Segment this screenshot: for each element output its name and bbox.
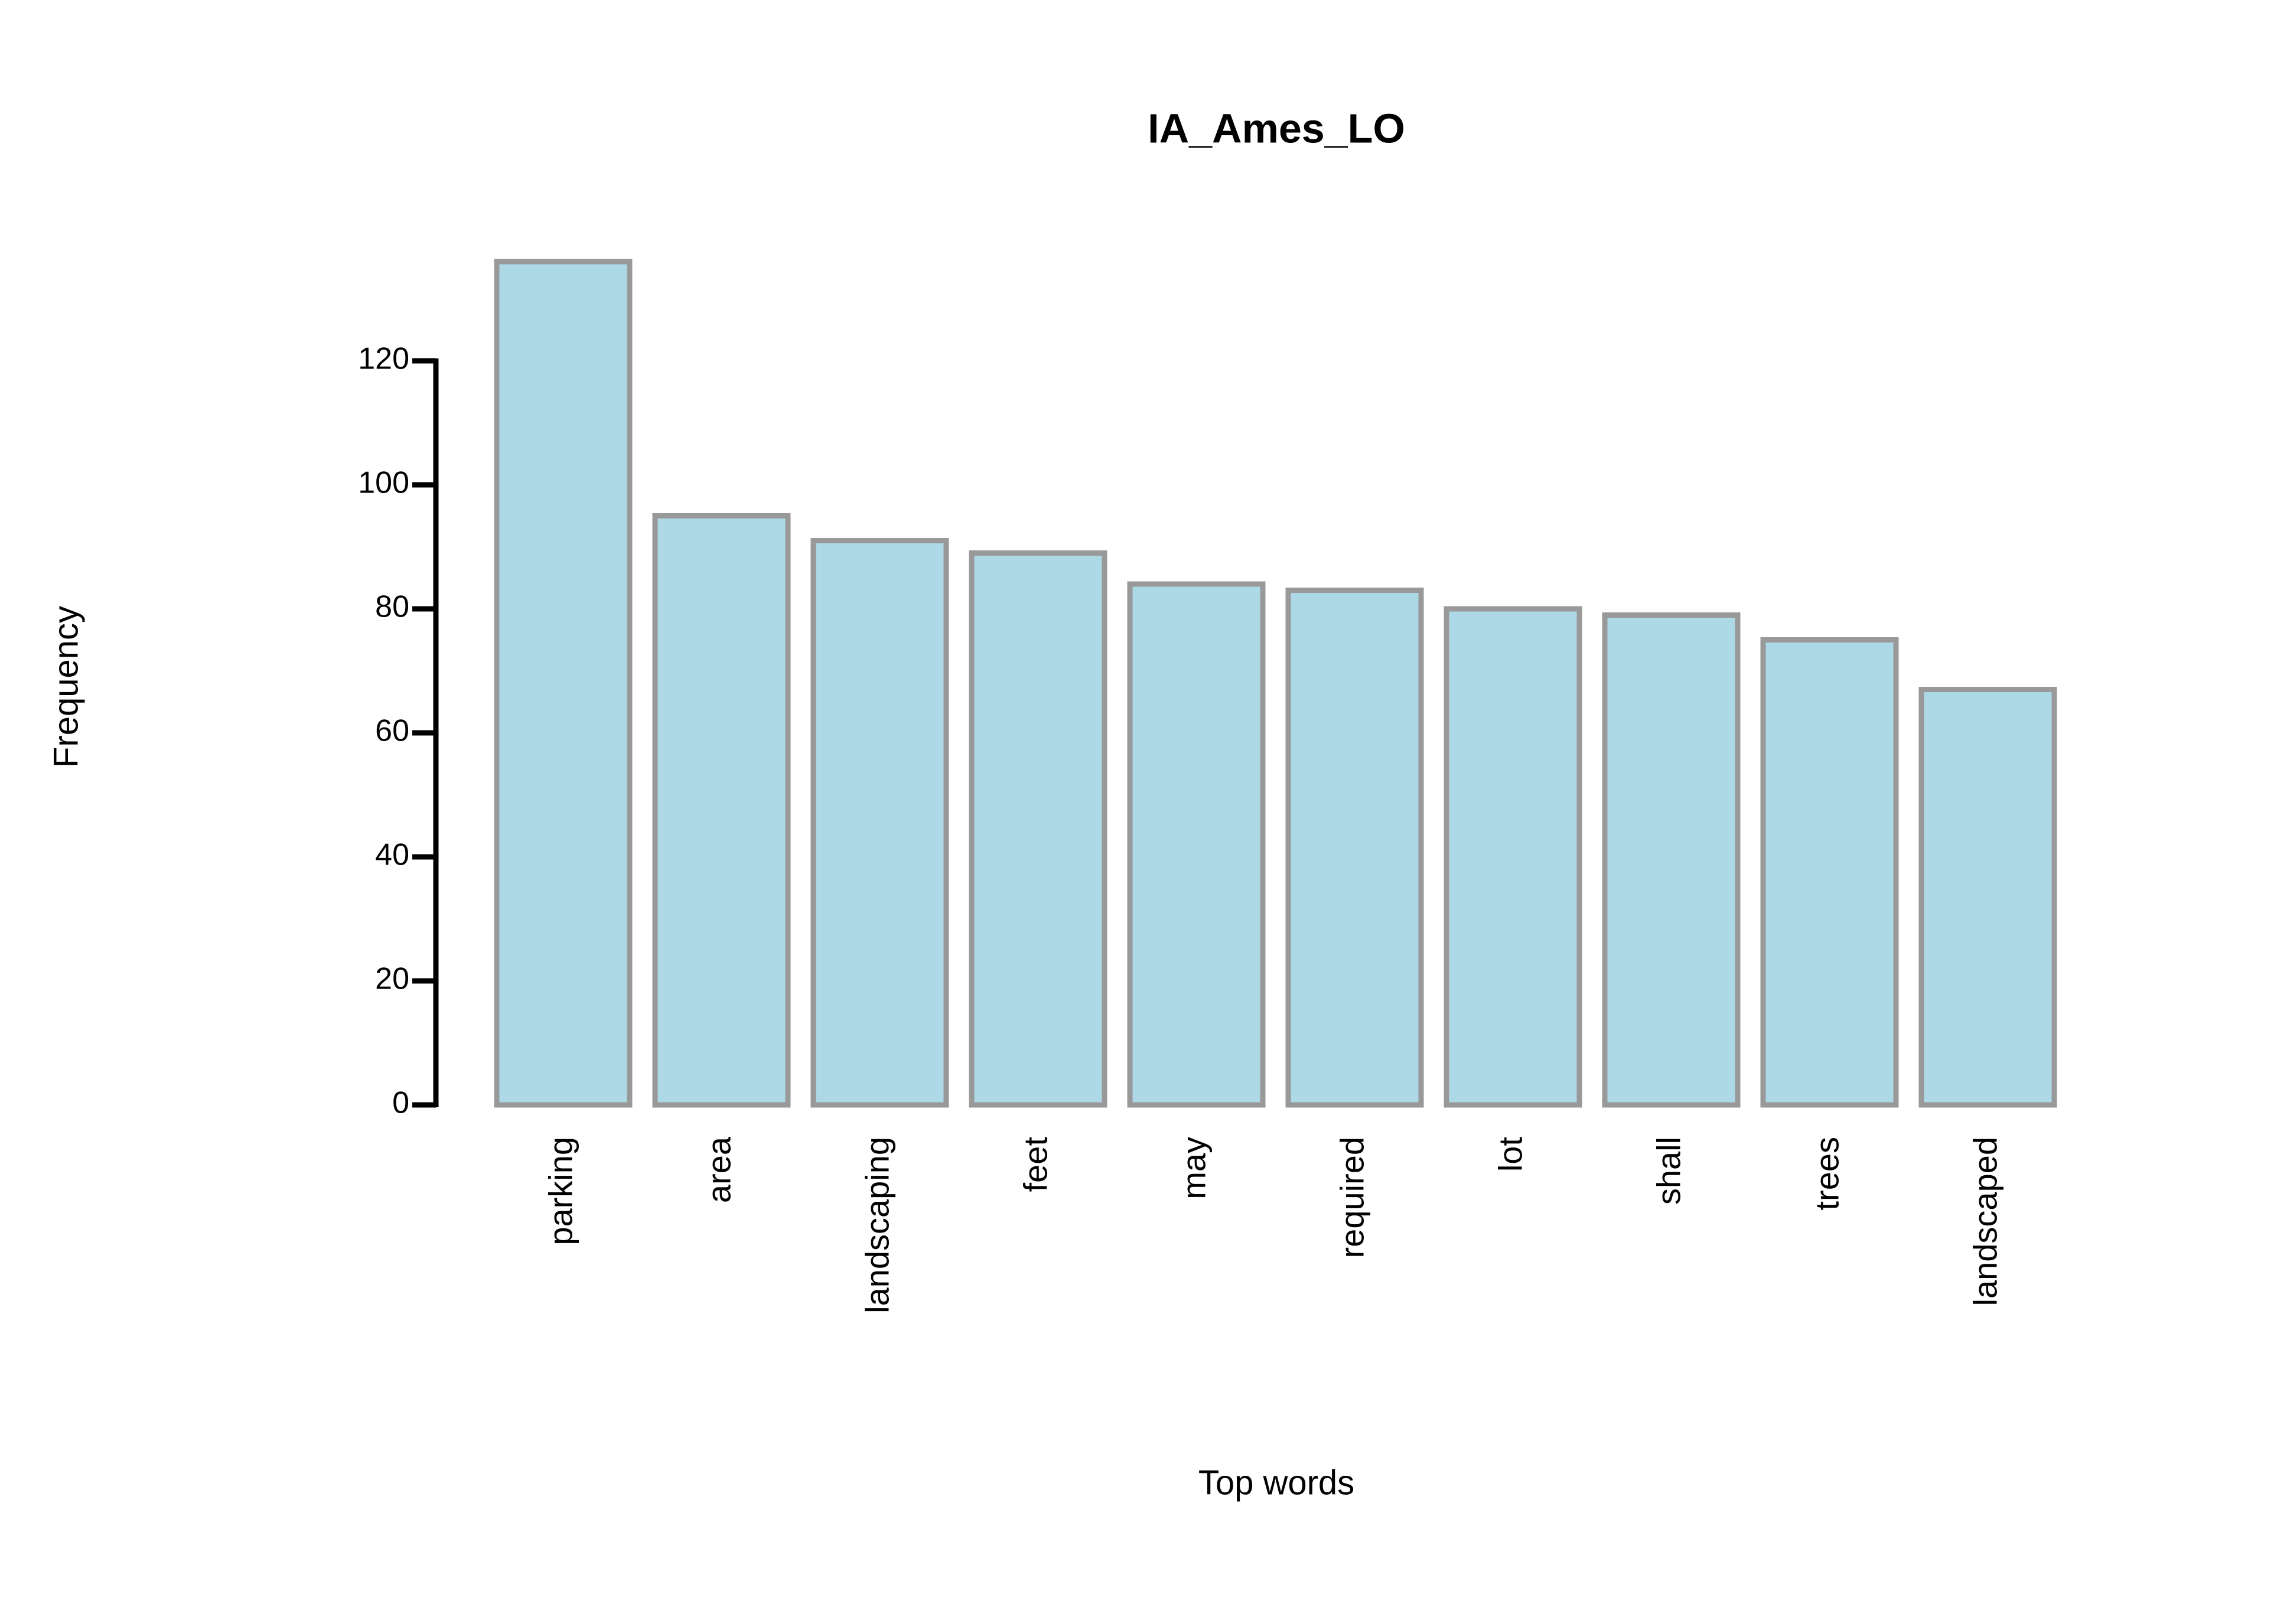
y-axis-label: Frequency	[47, 606, 85, 768]
bar	[652, 513, 791, 1108]
x-tick-label: shall	[1650, 1137, 1687, 1205]
bar	[1760, 637, 1899, 1108]
y-tick-label: 20	[375, 962, 409, 996]
y-tick-label: 80	[375, 590, 409, 624]
x-tick-label: landscaped	[1966, 1137, 2003, 1306]
x-tick-label: may	[1175, 1137, 1212, 1199]
x-tick-label: lot	[1491, 1137, 1529, 1172]
y-tick-label: 120	[358, 342, 409, 376]
x-tick-label: feet	[1017, 1137, 1054, 1192]
x-axis-label: Top words	[1198, 1463, 1354, 1502]
y-tick-label: 100	[358, 466, 409, 500]
bar	[1285, 588, 1424, 1108]
y-tick-label: 40	[375, 838, 409, 872]
bar	[810, 538, 949, 1108]
x-tick-label: trees	[1808, 1137, 1845, 1211]
x-tick-label: area	[700, 1136, 737, 1203]
y-tick-label: 60	[375, 714, 409, 748]
x-tick-label: parking	[542, 1137, 579, 1245]
bar	[1444, 606, 1582, 1108]
bar	[494, 259, 633, 1108]
chart-title: IA_Ames_LO	[1148, 105, 1405, 151]
x-tick-label: required	[1333, 1137, 1370, 1258]
bar	[969, 550, 1107, 1108]
bar	[1918, 687, 2057, 1108]
x-tick-label: landscaping	[858, 1137, 895, 1313]
bar	[1602, 612, 1741, 1108]
y-tick-label: 0	[392, 1086, 409, 1120]
bar	[1127, 581, 1266, 1108]
